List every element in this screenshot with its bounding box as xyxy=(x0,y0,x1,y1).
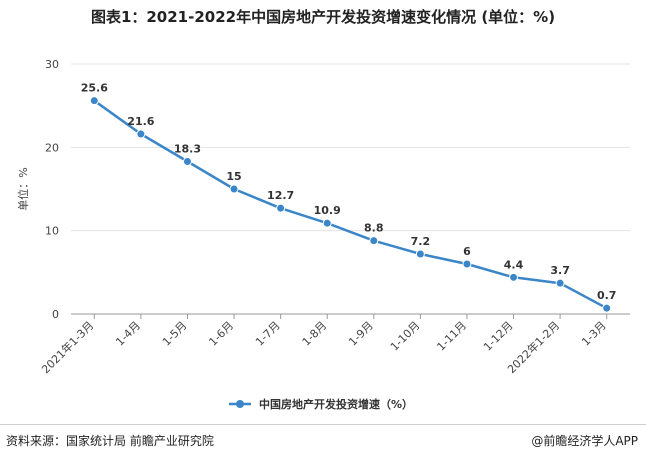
y-axis-title: 单位：% xyxy=(16,167,30,210)
x-tick-label: 1-7月 xyxy=(253,319,283,349)
x-tick-label: 1-3月 xyxy=(579,319,609,349)
data-label: 15 xyxy=(226,170,241,183)
source-note: 资料来源：国家统计局 前瞻产业研究院 xyxy=(6,434,214,448)
data-point xyxy=(276,203,286,213)
series-line xyxy=(93,99,608,310)
data-point xyxy=(415,249,425,259)
x-tick-label: 1-12月 xyxy=(481,319,516,354)
data-point xyxy=(602,303,612,313)
data-point xyxy=(182,157,192,166)
x-tick-label: 1-6月 xyxy=(206,319,236,349)
chart-title: 图表1：2021-2022年中国房地产开发投资增速变化情况 (单位：%) xyxy=(90,8,556,26)
data-point xyxy=(462,259,472,269)
y-tick-label: 20 xyxy=(45,141,59,154)
x-tick-label: 1-9月 xyxy=(346,319,376,349)
x-tick-label: 1-8月 xyxy=(300,319,330,349)
x-tick-label: 1-10月 xyxy=(388,319,423,354)
data-label: 18.3 xyxy=(174,143,201,156)
data-label: 8.8 xyxy=(364,222,384,235)
data-point xyxy=(322,218,332,228)
data-point xyxy=(369,236,379,246)
app-credit: @前瞻经济学人APP xyxy=(531,434,638,448)
y-tick-label: 10 xyxy=(45,225,59,238)
data-point xyxy=(89,96,99,106)
y-tick-label: 0 xyxy=(52,308,59,321)
data-label: 6 xyxy=(463,245,471,258)
data-label: 12.7 xyxy=(267,189,294,202)
data-label: 3.7 xyxy=(550,264,570,277)
data-point xyxy=(136,129,146,139)
data-label: 4.4 xyxy=(504,258,524,271)
legend-label: 中国房地产开发投资增速（%） xyxy=(259,397,413,411)
data-label: 7.2 xyxy=(411,235,431,248)
x-tick-label: 2021年1-3月 xyxy=(38,318,96,376)
data-label: 10.9 xyxy=(314,204,341,217)
data-point xyxy=(555,278,565,288)
data-point xyxy=(509,272,519,282)
line-chart: 0 10 20 30 2021年1-3月 1-4月 1-5月 1-6月 1-7月 1-8月 1-9月… xyxy=(16,58,630,411)
x-tick-label: 1-5月 xyxy=(160,319,190,349)
legend-marker xyxy=(236,400,244,408)
y-tick-label: 30 xyxy=(45,58,59,71)
data-label: 0.7 xyxy=(597,289,617,302)
data-label: 21.6 xyxy=(127,115,154,128)
data-label: 25.6 xyxy=(81,82,108,95)
x-tick-label: 1-4月 xyxy=(113,319,143,349)
footer-divider xyxy=(0,424,646,425)
data-point xyxy=(229,184,239,194)
x-tick-label: 1-11月 xyxy=(434,319,469,354)
